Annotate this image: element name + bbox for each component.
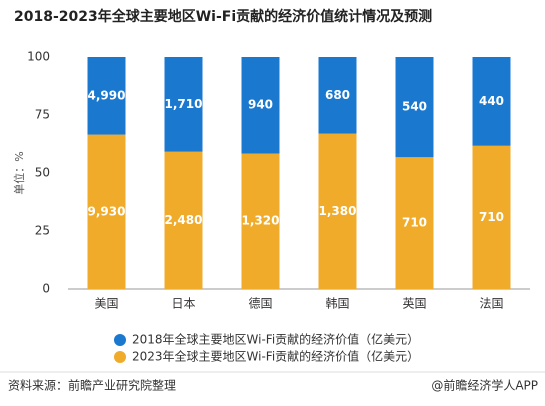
value-label: 1,380 (319, 204, 357, 218)
bar-segment (87, 57, 126, 135)
y-tick-label: 25 (35, 224, 50, 238)
x-tick-label: 美国 (94, 297, 118, 311)
value-label: 710 (479, 210, 504, 224)
bar-segment (395, 157, 434, 289)
value-label: 1,710 (165, 97, 203, 111)
bar-segment (395, 57, 434, 158)
value-label: 440 (479, 94, 504, 108)
y-tick-label: 100 (27, 50, 50, 64)
x-tick-label: 韩国 (325, 296, 349, 311)
chart-title: 2018-2023年全球主要地区Wi-Fi贡献的经济价值统计情况及预测 (14, 8, 432, 25)
bar-segment (241, 153, 280, 289)
x-tick-label: 日本 (171, 297, 195, 311)
x-tick-label: 德国 (248, 296, 272, 311)
value-label: 710 (402, 216, 427, 230)
value-label: 1,320 (242, 214, 280, 228)
value-label: 4,990 (88, 88, 126, 102)
legend-swatch (114, 334, 126, 346)
bar-segment (318, 133, 357, 289)
bar-segment (472, 57, 511, 146)
legend-label: 2018年全球主要地区Wi-Fi贡献的经济价值（亿美元） (132, 332, 419, 347)
legend-label: 2023年全球主要地区Wi-Fi贡献的经济价值（亿美元） (132, 349, 419, 364)
y-tick-label: 75 (35, 108, 50, 122)
bar-segment (318, 57, 357, 134)
value-label: 2,480 (165, 213, 203, 227)
value-label: 540 (402, 100, 427, 114)
source: 资料来源：前瞻产业研究院整理 (8, 378, 176, 393)
value-label: 9,930 (88, 204, 126, 218)
y-axis-label: 单位：% (12, 151, 26, 194)
bar-segment (164, 57, 203, 152)
credit: @前瞻经济学人APP (431, 378, 538, 393)
bar-segment (472, 145, 511, 289)
x-tick-label: 英国 (402, 297, 426, 311)
bar-segment (87, 134, 126, 289)
legend-swatch (114, 351, 126, 363)
y-tick-label: 50 (35, 166, 50, 180)
value-label: 680 (325, 88, 350, 102)
x-tick-label: 法国 (479, 297, 503, 311)
value-label: 940 (248, 98, 273, 112)
bar-segment (164, 151, 203, 289)
bar-segment (241, 57, 280, 154)
y-tick-label: 0 (42, 282, 50, 296)
